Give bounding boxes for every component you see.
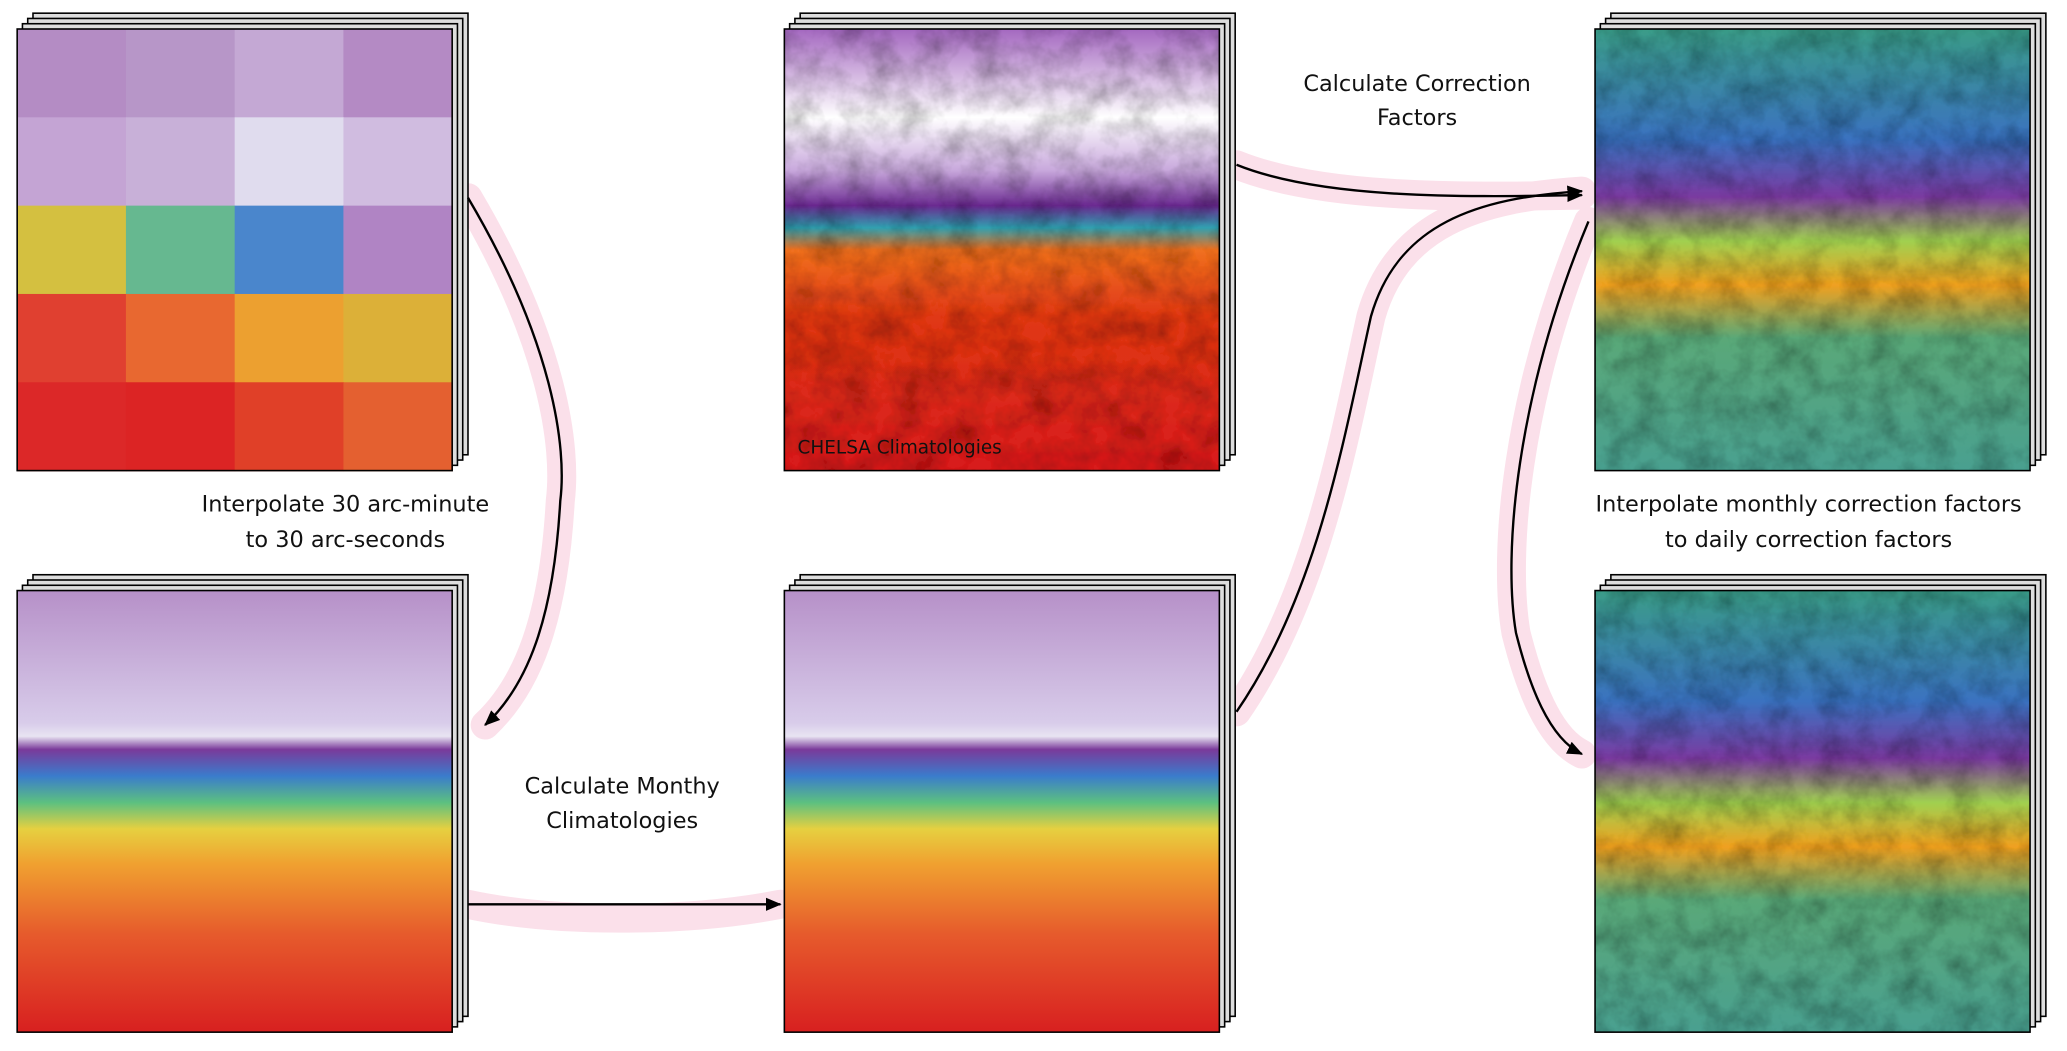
daily-correction-panel xyxy=(1594,573,2047,1033)
grid-cell xyxy=(343,382,453,472)
arrow xyxy=(466,197,563,726)
grid-cell xyxy=(234,293,345,383)
panel-border xyxy=(783,28,1221,472)
grid-cell xyxy=(343,117,453,207)
grid-cell xyxy=(234,205,345,295)
correction-panel xyxy=(1594,12,2047,472)
chelsa-panel: CHELSA Climatologies xyxy=(783,12,1236,472)
panel-border xyxy=(16,28,453,472)
grid-cell xyxy=(17,117,127,207)
grid-cell xyxy=(125,29,236,118)
coarse-grid-panel xyxy=(16,12,469,472)
grid-cell xyxy=(125,117,236,207)
grid-cell xyxy=(343,29,453,118)
step-label: Calculate Monthy xyxy=(525,774,720,800)
grid-cell xyxy=(125,382,236,472)
grid-cell xyxy=(17,293,127,383)
arrow xyxy=(1510,221,1590,756)
step-label: Calculate Correction xyxy=(1303,71,1531,97)
arrow xyxy=(1236,163,1584,202)
step-label: Climatologies xyxy=(546,808,698,834)
grid-cell xyxy=(125,205,236,295)
raster xyxy=(784,29,1220,471)
grid-cell xyxy=(125,293,236,383)
raster xyxy=(17,590,453,1033)
panel-border xyxy=(1594,589,2031,1033)
grid-cell xyxy=(234,117,345,207)
step-label: Interpolate monthly correction factors xyxy=(1595,491,2021,517)
arrows xyxy=(466,163,1590,911)
interpolated-panel xyxy=(16,573,469,1033)
grid-cell xyxy=(17,29,127,118)
grid-cell xyxy=(17,205,127,295)
grid-cell xyxy=(17,382,127,472)
raster xyxy=(1595,29,2031,471)
step-label: Interpolate 30 arc-minute xyxy=(202,491,489,517)
monthly-panel xyxy=(783,573,1236,1033)
panel-border xyxy=(1594,28,2031,472)
grid-cell xyxy=(234,382,345,472)
panel-border xyxy=(783,589,1221,1033)
step-label: to daily correction factors xyxy=(1665,527,1952,553)
panel-caption: CHELSA Climatologies xyxy=(798,437,1002,458)
grid-cell xyxy=(343,293,453,383)
panel-border xyxy=(16,589,453,1033)
grid-cell xyxy=(234,29,345,118)
raster xyxy=(784,590,1220,1033)
grid-cell xyxy=(343,205,453,295)
panels: CHELSA Climatologies xyxy=(16,12,2047,1033)
raster xyxy=(1595,590,2031,1033)
step-label: Factors xyxy=(1377,105,1457,131)
arrow xyxy=(1235,185,1584,713)
step-label: to 30 arc-seconds xyxy=(246,527,446,553)
